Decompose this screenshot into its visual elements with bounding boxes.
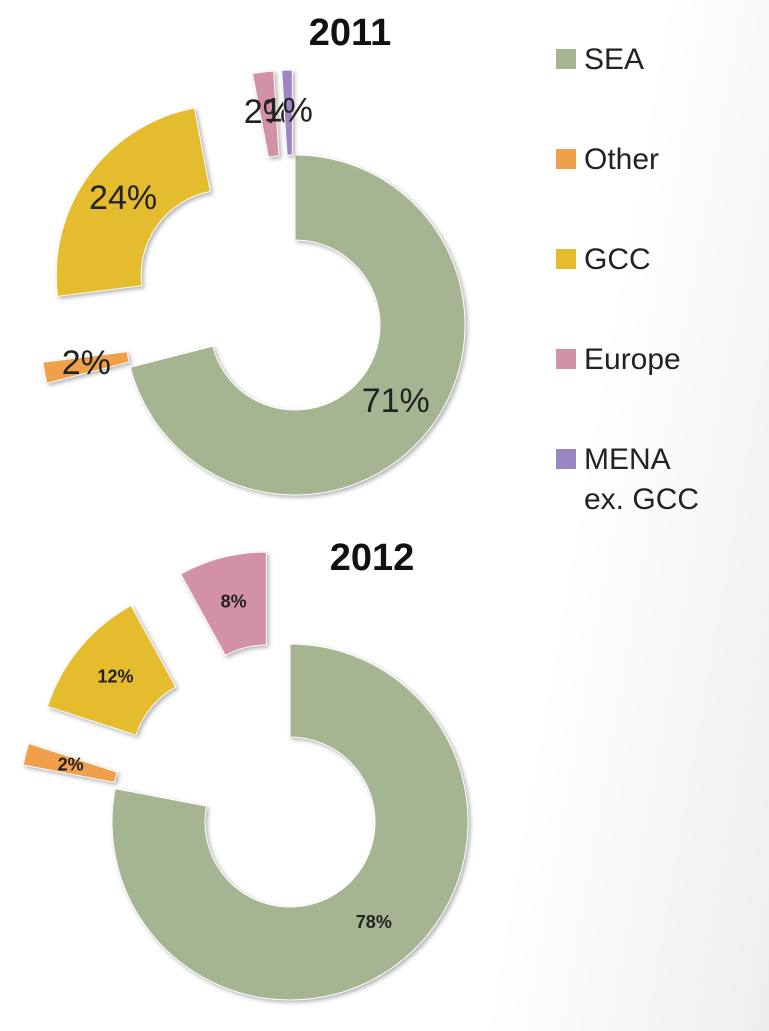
chart-title: 2012 bbox=[330, 537, 415, 579]
legend-swatch bbox=[556, 49, 576, 69]
legend-item: GCC bbox=[556, 240, 706, 340]
donut-segment bbox=[129, 154, 466, 496]
data-label: 71% bbox=[362, 382, 430, 420]
donut-segment bbox=[42, 351, 130, 384]
donut-segment bbox=[251, 70, 280, 158]
legend-label: SEA bbox=[584, 43, 645, 76]
legend-item: Other bbox=[556, 140, 706, 240]
data-label: 1% bbox=[264, 92, 313, 130]
legend-swatch bbox=[556, 349, 576, 369]
data-label: 24% bbox=[89, 179, 157, 217]
donut-segment bbox=[55, 107, 211, 297]
donut-segment bbox=[111, 643, 469, 1001]
legend-item: MENA ex. GCC bbox=[556, 440, 706, 540]
chart-title: 2011 bbox=[309, 12, 391, 54]
legend-swatch bbox=[556, 449, 576, 469]
data-label: 2% bbox=[58, 754, 84, 774]
legend-label: Other bbox=[584, 143, 660, 176]
data-label: 78% bbox=[356, 912, 392, 932]
legend-item: SEA bbox=[556, 40, 706, 140]
legend-label: GCC bbox=[584, 243, 651, 276]
legend-swatch bbox=[556, 249, 576, 269]
legend-label: MENA ex. GCC bbox=[584, 443, 700, 516]
donut-segment bbox=[179, 551, 267, 657]
legend: SEA Other GCC Europe MENA ex. GCC bbox=[556, 40, 706, 540]
donut-segment bbox=[46, 604, 177, 736]
legend-label: Europe bbox=[584, 343, 681, 376]
data-label: 8% bbox=[221, 591, 247, 611]
data-label: 2% bbox=[62, 344, 111, 382]
legend-swatch bbox=[556, 149, 576, 169]
data-label: 12% bbox=[97, 666, 133, 686]
donut-segment bbox=[281, 69, 293, 156]
legend-item: Europe bbox=[556, 340, 706, 440]
donut-segment bbox=[22, 742, 118, 784]
